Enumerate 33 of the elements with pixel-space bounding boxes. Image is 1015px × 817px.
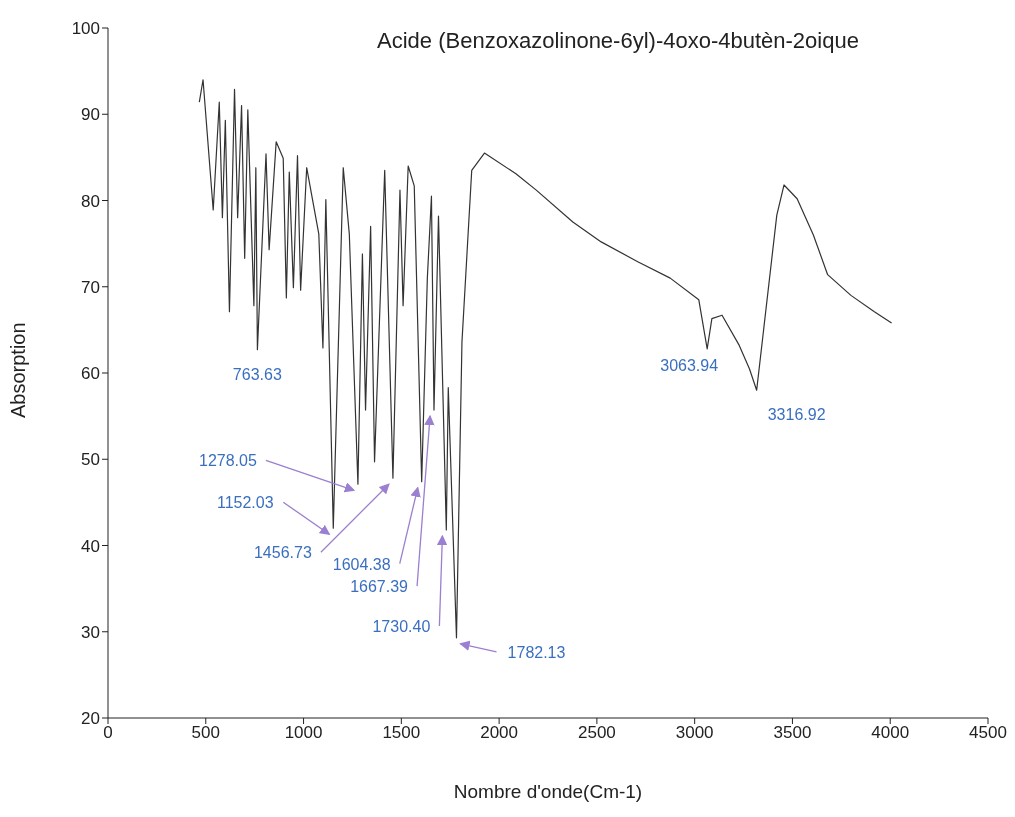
y-tick-label: 50 xyxy=(81,450,100,470)
x-tick-label: 3500 xyxy=(773,723,812,743)
y-tick-label: 100 xyxy=(71,19,100,39)
y-tick-label: 60 xyxy=(81,364,100,384)
y-tick-label: 70 xyxy=(81,277,100,297)
x-tick-label: 2500 xyxy=(577,723,616,743)
x-tick-label: 2000 xyxy=(480,723,519,743)
y-tick-label: 20 xyxy=(81,709,100,729)
x-tick-label: 500 xyxy=(191,723,220,743)
x-tick-label: 4000 xyxy=(871,723,910,743)
y-tick-label: 80 xyxy=(81,191,100,211)
annotation: 3063.94 xyxy=(660,356,719,374)
x-tick-label: 3000 xyxy=(675,723,714,743)
annotation: 1730.40 xyxy=(372,617,431,635)
annotation: 1667.39 xyxy=(350,578,409,596)
x-tick-label: 0 xyxy=(103,723,113,743)
annotation: 763.63 xyxy=(232,365,282,383)
x-tick-label: 4500 xyxy=(969,723,1007,743)
x-tick-label: 1000 xyxy=(284,723,323,743)
annotation: 1278.05 xyxy=(199,452,257,470)
annotation: 3316.92 xyxy=(767,406,826,424)
annotation: 1152.03 xyxy=(216,494,274,512)
annotation: 1456.73 xyxy=(253,544,312,562)
line-series xyxy=(198,79,893,639)
x-axis-title: Nombre d'onde(Cm-1) xyxy=(453,781,643,802)
annotation: 1604.38 xyxy=(332,555,391,573)
y-axis-title: Absorption xyxy=(7,322,30,418)
y-tick-label: 40 xyxy=(81,536,100,556)
chart-title: Acide (Benzoxazolinone-6yl)-4oxo-4butèn-2oique xyxy=(377,28,859,53)
annotation: 1782.13 xyxy=(507,643,566,661)
y-tick-label: 90 xyxy=(81,105,100,125)
y-tick-label: 30 xyxy=(81,622,100,642)
x-tick-label: 1500 xyxy=(382,723,421,743)
